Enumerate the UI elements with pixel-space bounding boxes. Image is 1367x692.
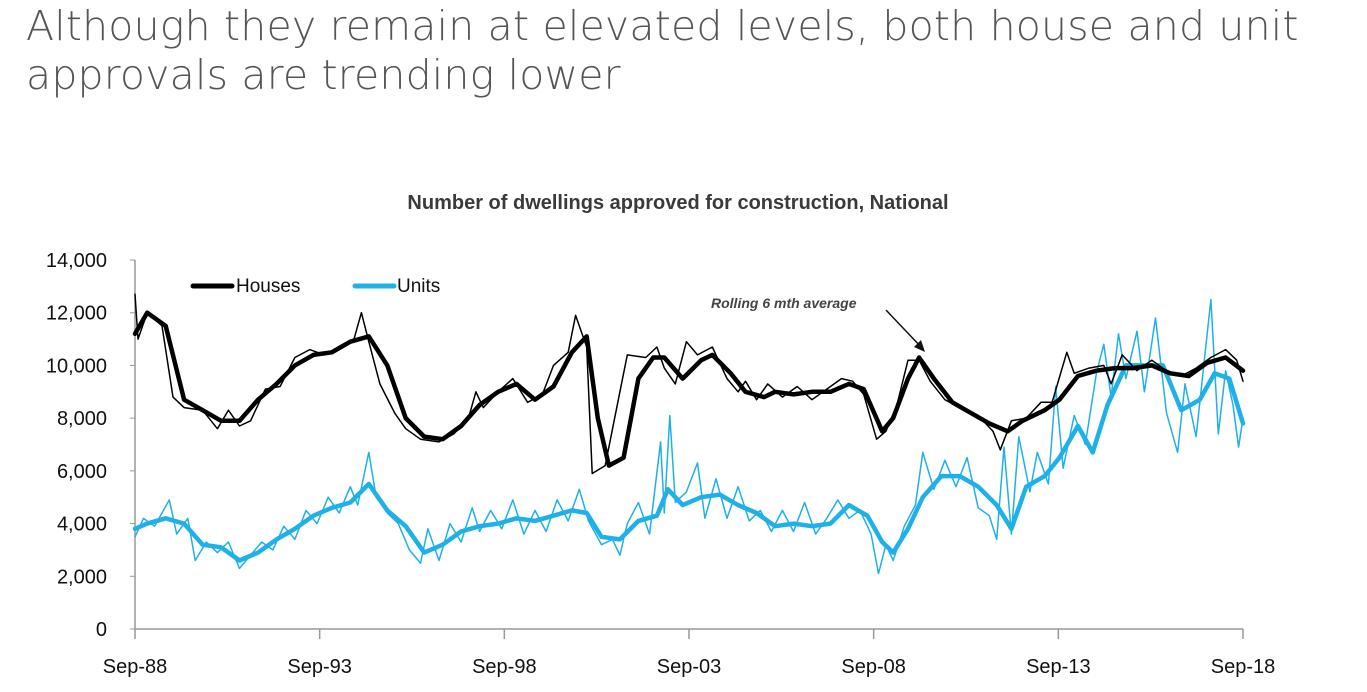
x-tick-label: Sep-98 [472, 656, 537, 678]
slide-title: Although they remain at elevated levels,… [26, 2, 1299, 99]
y-tick-label: 4,000 [57, 514, 107, 536]
x-tick-label: Sep-03 [657, 656, 722, 678]
y-tick-label: 2,000 [57, 566, 107, 588]
annotation-arrow [885, 309, 923, 349]
y-tick-label: 0 [96, 619, 107, 641]
legend: Houses Units [190, 276, 440, 297]
series-lines [132, 293, 1246, 575]
legend-label-units: Units [397, 276, 440, 297]
series-houses-monthly-line [134, 293, 1244, 475]
x-tick-label: Sep-93 [287, 656, 352, 678]
x-tick-label: Sep-18 [1211, 656, 1276, 678]
annotation-arrowhead [914, 340, 925, 352]
series-units-rolling-line [132, 363, 1246, 563]
y-tick-label: 14,000 [46, 250, 107, 272]
y-tick-label: 10,000 [46, 355, 107, 377]
chart-title: Number of dwellings approved for constru… [407, 192, 948, 214]
y-tick-label: 8,000 [57, 408, 107, 430]
annotation-label: Rolling 6 mth average [711, 295, 857, 311]
x-tick-label: Sep-08 [841, 656, 906, 678]
series-houses-rolling-line [132, 310, 1246, 468]
series-units-monthly-line [134, 298, 1244, 575]
annotation: Rolling 6 mth average [711, 295, 925, 352]
y-tick-label: 12,000 [46, 303, 107, 325]
legend-label-houses: Houses [236, 276, 300, 297]
x-tick-label: Sep-88 [103, 656, 168, 678]
axes: 0 2,000 4,000 6,000 8,000 10,000 12,000 14,000 S… [46, 250, 1275, 678]
x-tick-label: Sep-13 [1026, 656, 1091, 678]
y-tick-label: 6,000 [57, 461, 107, 483]
